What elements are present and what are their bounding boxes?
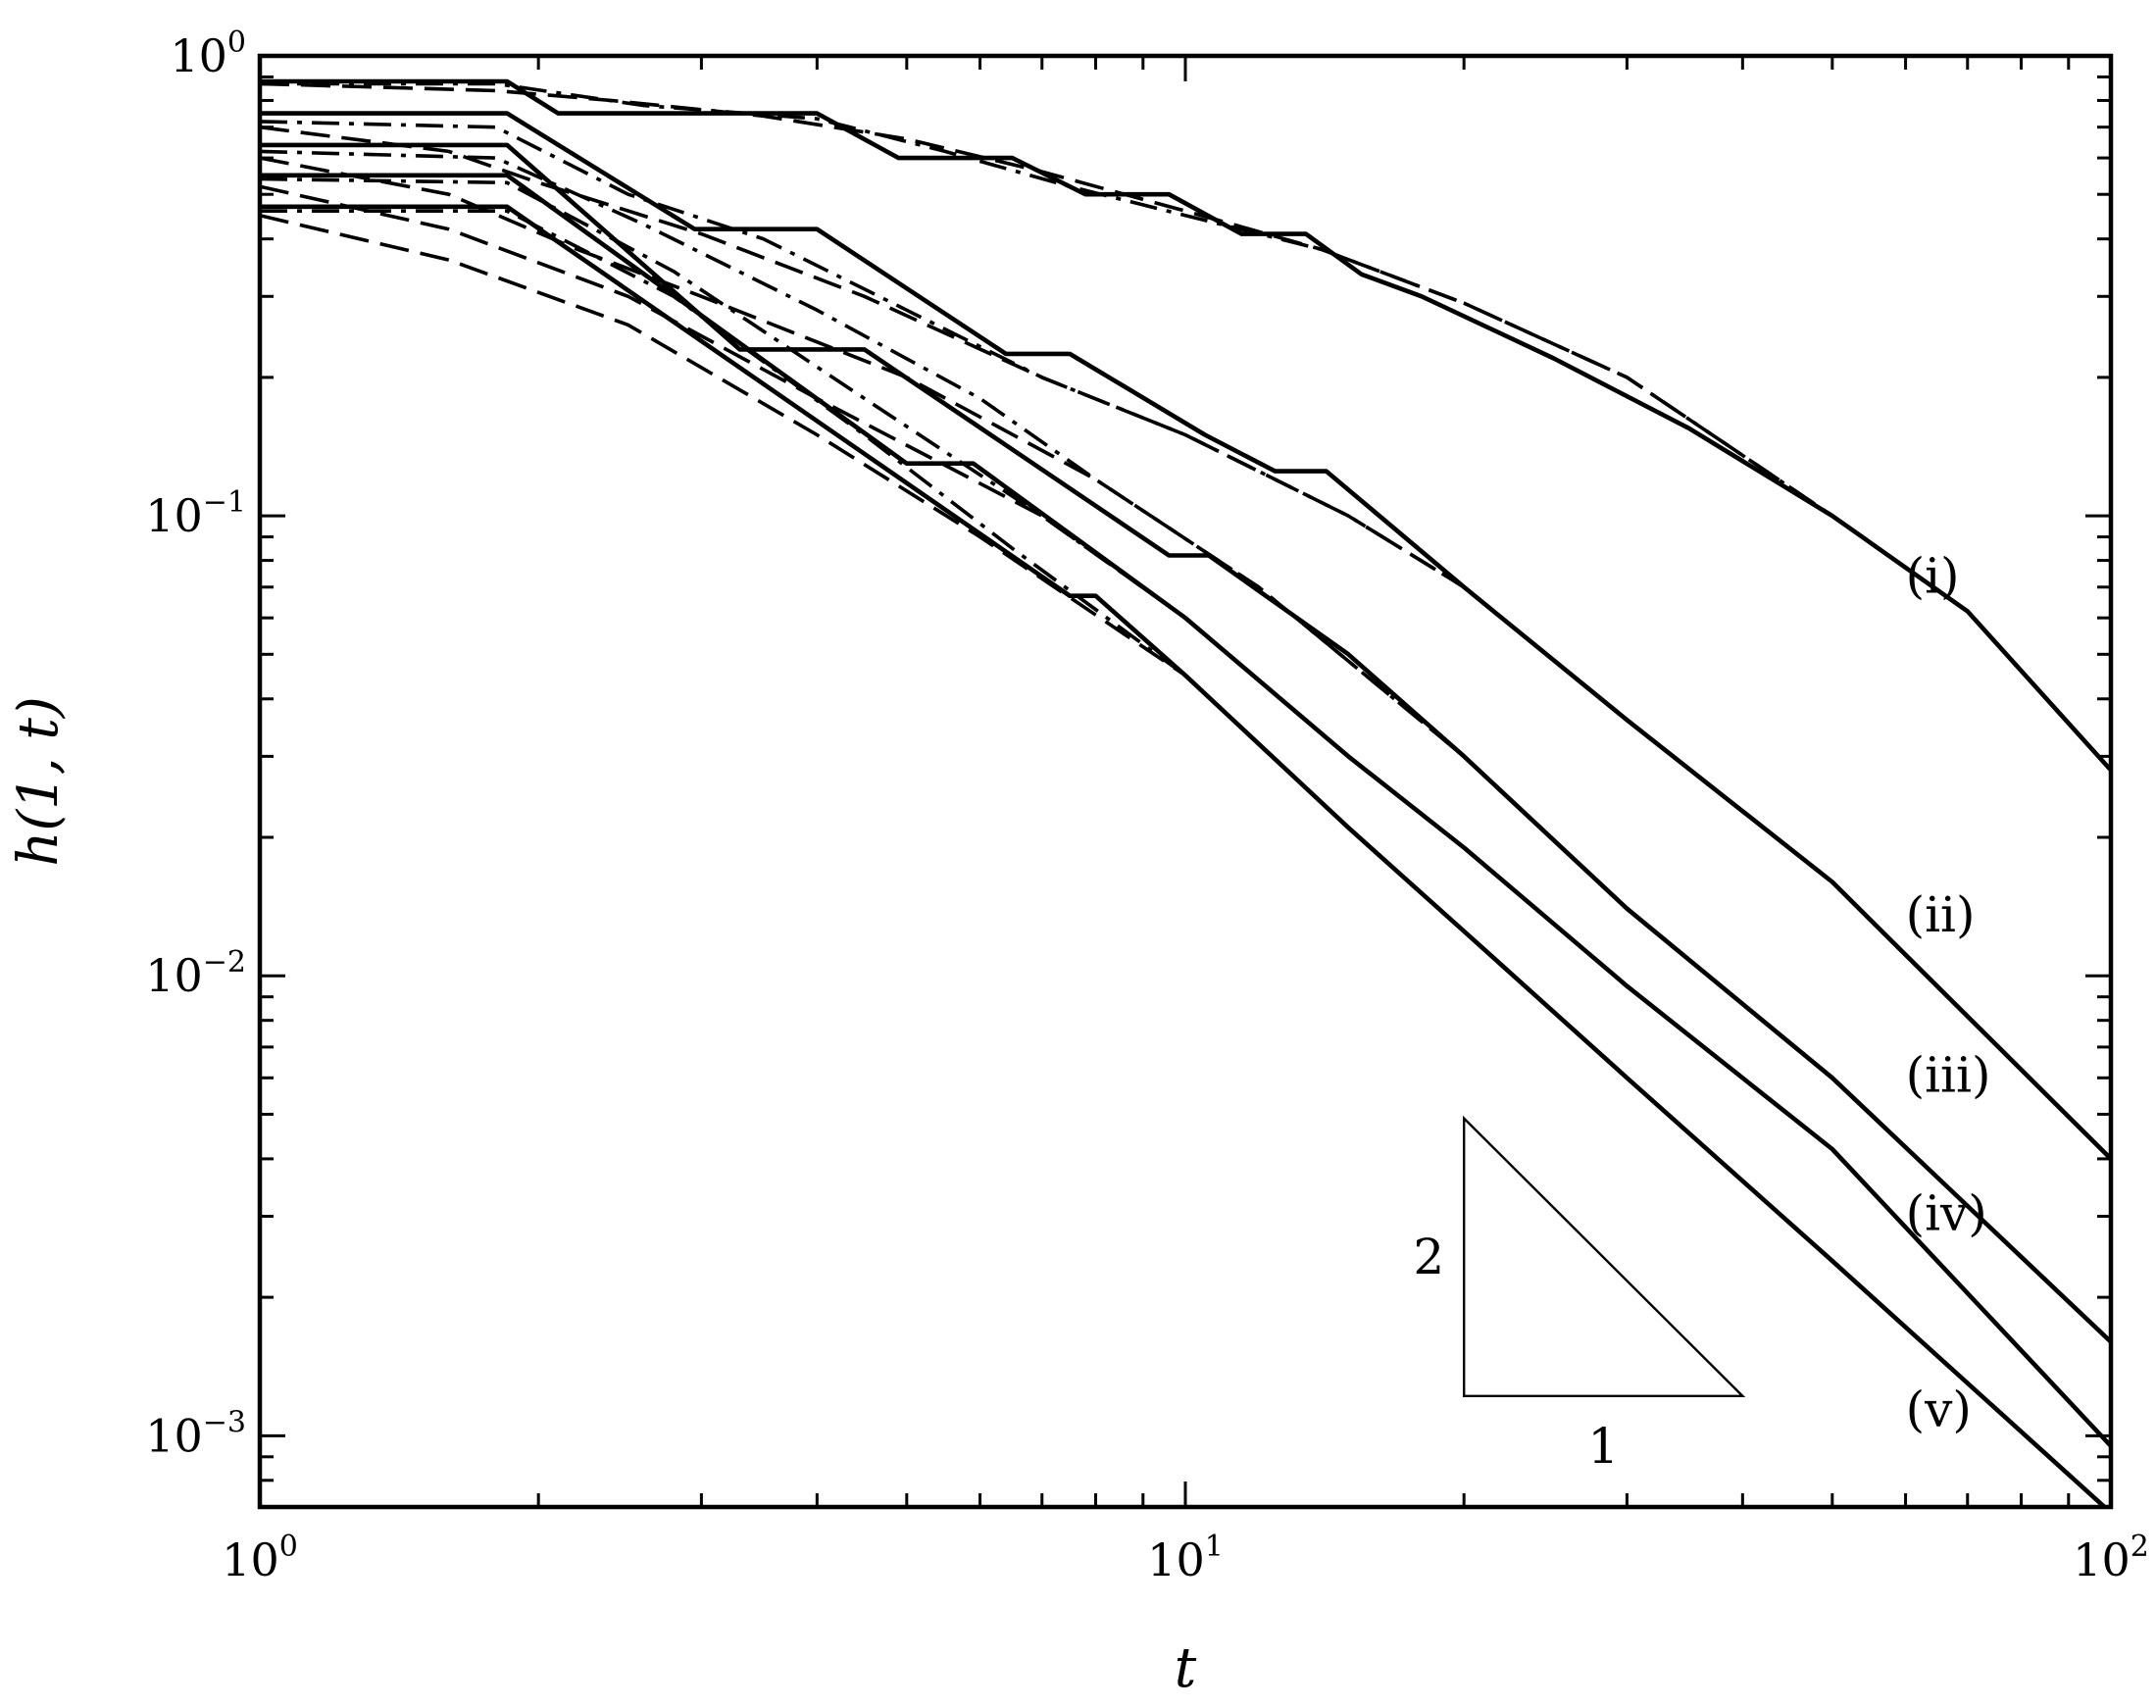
slope-triangle-horizontal-label: 1 — [1587, 1418, 1619, 1475]
axis-ticks — [258, 56, 2111, 1509]
slope-triangle-vertical-label: 2 — [1413, 1229, 1444, 1285]
series-5-solid-line — [260, 204, 2108, 1507]
plot-area: (i) (ii) (iii) (iv) (v) 2 1 — [260, 78, 2111, 1507]
series-3-solid-line — [260, 142, 2111, 1344]
series-2-solid-line — [260, 111, 2111, 1161]
series-1-label: (i) — [1906, 548, 1960, 605]
x-tick-label: 101 — [1147, 1530, 1224, 1586]
series-1-dashdot-line — [260, 81, 2111, 772]
y-axis-label: h(1, t) — [7, 696, 71, 867]
x-tick-label: 102 — [2073, 1530, 2149, 1586]
series-3-label: (iii) — [1906, 1046, 1991, 1103]
series-4-label: (iv) — [1906, 1185, 1987, 1242]
axis-tick-labels: 100 101 102 100 10−1 10−2 10−3 — [145, 25, 2149, 1586]
series-5-dashdot-line — [260, 209, 2108, 1507]
series-5-label: (v) — [1906, 1381, 1972, 1437]
slope-triangle — [1462, 1115, 1746, 1398]
x-axis-label: t — [1175, 1636, 1197, 1700]
x-tick-label: 100 — [222, 1530, 298, 1586]
y-tick-label: 10−2 — [145, 945, 246, 1002]
y-tick-label: 10−3 — [145, 1405, 246, 1462]
y-tick-label: 10−1 — [145, 485, 246, 542]
series-2-label: (ii) — [1906, 886, 1976, 943]
curves-group — [260, 78, 2111, 1507]
series-1-solid-line — [260, 78, 2111, 773]
y-tick-label: 100 — [170, 25, 246, 82]
